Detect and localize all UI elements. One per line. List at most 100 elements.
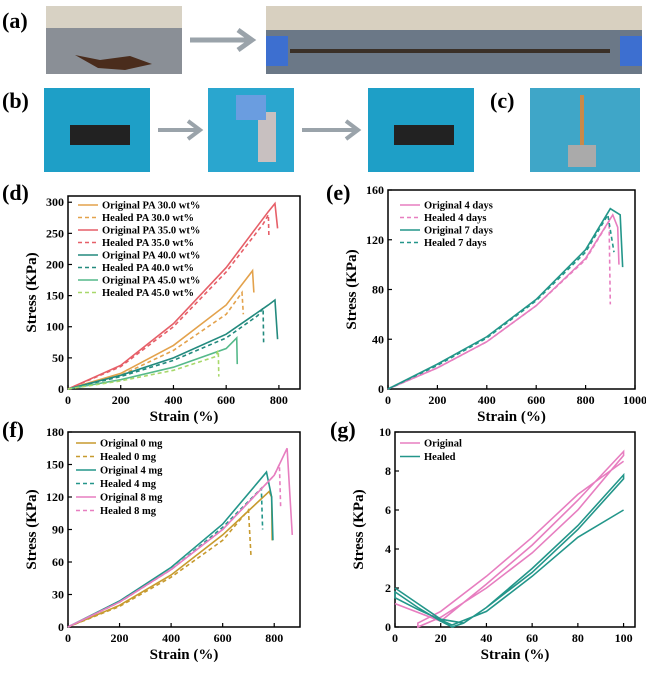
photo-row: (a) (b) (c) [2, 6, 642, 172]
legend-label: Original 4 mg [100, 466, 163, 477]
sample [75, 55, 152, 70]
series-line [67, 470, 274, 628]
x-tick-label: 600 [527, 393, 545, 407]
x-tick-label: 1000 [623, 393, 646, 407]
legend-label: Original PA 30.0 wt% [102, 201, 200, 212]
panel-label: (d) [2, 180, 29, 205]
x-tick-label: 800 [270, 393, 288, 407]
y-axis-label: Stress (KPa) [344, 249, 360, 329]
y-tick-label: 40 [372, 332, 384, 346]
series-line [67, 464, 282, 628]
glove [236, 95, 266, 120]
panel-label: (b) [2, 88, 29, 113]
y-tick-label: 0 [58, 382, 64, 396]
y-tick-label: 0 [385, 620, 391, 634]
series-line [67, 298, 279, 390]
arrow [158, 119, 362, 141]
legend-label: Healed 7 days [424, 238, 486, 249]
y-axis-label: Stress (KPa) [24, 489, 40, 569]
series-line [67, 507, 252, 628]
series-line [387, 207, 624, 390]
y-tick-label: 160 [366, 183, 384, 197]
y-tick-label: 180 [46, 425, 64, 439]
legend-label: Healed PA 45.0 wt% [102, 288, 194, 299]
legend-label: Original 7 days [424, 226, 493, 237]
x-tick-label: 0 [385, 393, 391, 407]
series-line [67, 350, 220, 390]
y-tick-label: 4 [385, 542, 391, 556]
x-axis-label: Strain (%) [150, 647, 219, 663]
x-tick-label: 20 [435, 631, 447, 645]
arrow [190, 27, 257, 53]
x-tick-label: 600 [217, 393, 235, 407]
x-tick-label: 200 [428, 393, 446, 407]
y-tick-label: 0 [378, 382, 384, 396]
panel-label: (c) [490, 88, 514, 113]
y-tick-label: 250 [46, 226, 64, 240]
y-tick-label: 200 [46, 257, 64, 271]
legend-label: Original PA 45.0 wt% [102, 276, 200, 287]
legend-label: Healed 8 mg [100, 506, 157, 517]
legend-label: Original [424, 439, 462, 450]
x-tick-label: 100 [615, 631, 633, 645]
legend-label: Original 4 days [424, 201, 493, 212]
glove [620, 36, 642, 66]
legend-label: Original PA 40.0 wt% [102, 251, 200, 262]
x-tick-label: 800 [577, 393, 595, 407]
ruler [46, 6, 182, 28]
sample [290, 49, 610, 53]
series-line [67, 268, 255, 390]
y-tick-label: 60 [52, 555, 64, 569]
y-tick-label: 2 [385, 581, 391, 595]
y-tick-label: 80 [372, 283, 384, 297]
legend-label: Original 8 mg [100, 493, 163, 504]
y-tick-label: 150 [46, 458, 64, 472]
ruler [266, 6, 642, 30]
series-line [67, 201, 279, 390]
y-tick-label: 8 [385, 464, 391, 478]
legend-label: Healed 4 days [424, 213, 486, 224]
y-tick-label: 300 [46, 195, 64, 209]
legend-label: Healed PA 40.0 wt% [102, 263, 194, 274]
glove [266, 36, 288, 66]
panel-label: (e) [326, 180, 350, 205]
y-axis-label: Stress (KPa) [351, 489, 367, 569]
sample [394, 125, 454, 145]
series-line [387, 218, 612, 390]
y-tick-label: 120 [46, 490, 64, 504]
legend-label: Healed PA 35.0 wt% [102, 238, 194, 249]
plot-frame [394, 431, 636, 628]
y-tick-label: 6 [385, 503, 391, 517]
legend-label: Healed 4 mg [100, 479, 157, 490]
x-tick-label: 60 [526, 631, 538, 645]
sample [580, 95, 584, 145]
x-axis-label: Strain (%) [477, 409, 546, 425]
x-tick-label: 40 [480, 631, 492, 645]
legend-label: Original 0 mg [100, 439, 163, 450]
y-tick-label: 90 [52, 523, 64, 537]
sample [258, 112, 276, 162]
series-line [387, 212, 615, 390]
panel-label: (f) [2, 417, 24, 442]
x-tick-label: 400 [164, 393, 182, 407]
legend-label: Original PA 35.0 wt% [102, 226, 200, 237]
y-tick-label: 0 [58, 620, 64, 634]
x-tick-label: 200 [111, 631, 129, 645]
x-tick-label: 0 [65, 393, 71, 407]
x-tick-label: 600 [214, 631, 232, 645]
x-tick-label: 0 [65, 631, 71, 645]
series-line [387, 213, 620, 390]
weight [568, 145, 596, 167]
y-tick-label: 50 [52, 351, 64, 365]
x-axis-label: Strain (%) [481, 647, 550, 663]
legend-label: Healed PA 30.0 wt% [102, 213, 194, 224]
x-tick-label: 200 [112, 393, 130, 407]
x-tick-label: 400 [162, 631, 180, 645]
y-tick-label: 150 [46, 289, 64, 303]
series-line [67, 490, 273, 628]
y-axis-label: Stress (KPa) [24, 252, 40, 332]
y-tick-label: 10 [379, 425, 391, 439]
y-tick-label: 100 [46, 320, 64, 334]
legend-label: Healed 0 mg [100, 452, 157, 463]
